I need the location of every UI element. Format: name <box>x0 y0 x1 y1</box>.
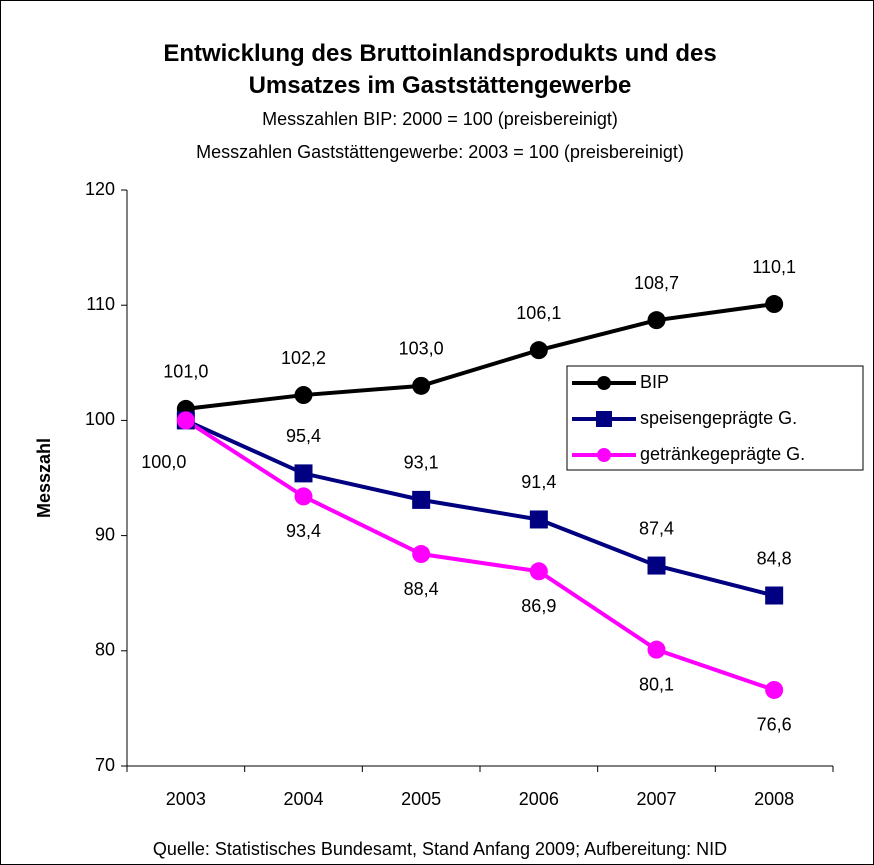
marker <box>529 341 548 360</box>
y-tick-label: 110 <box>86 294 115 314</box>
source: Quelle: Statistisches Bundesamt, Stand A… <box>153 839 727 859</box>
data-label: 95,4 <box>286 426 321 446</box>
data-label: 100,0 <box>141 452 186 472</box>
x-tick-label: 2006 <box>519 789 559 809</box>
data-label: 106,1 <box>516 303 561 323</box>
y-axis-label: Messzahl <box>34 438 54 518</box>
y-tick-label: 70 <box>95 755 115 775</box>
data-label: 76,6 <box>757 715 792 735</box>
legend-label: speisengeprägte G. <box>640 408 797 428</box>
marker <box>647 640 666 659</box>
x-tick-label: 2008 <box>754 789 794 809</box>
data-label: 103,0 <box>399 339 444 359</box>
marker <box>529 510 548 529</box>
data-label: 93,1 <box>404 453 439 473</box>
data-label: 80,1 <box>639 674 674 694</box>
legend-label: getränkegeprägte G. <box>640 444 805 464</box>
marker <box>294 464 313 483</box>
y-tick-label: 120 <box>85 179 115 199</box>
data-label: 101,0 <box>163 362 208 382</box>
series-line <box>185 302 775 411</box>
marker <box>647 311 666 330</box>
legend-marker <box>597 448 611 462</box>
x-tick-label: 2007 <box>636 789 676 809</box>
data-label: 110,1 <box>752 257 796 277</box>
y-tick-label: 100 <box>85 409 115 429</box>
data-label: 84,8 <box>757 548 792 568</box>
series-line <box>184 418 775 692</box>
marker <box>647 556 666 575</box>
y-tick-label: 90 <box>95 524 115 544</box>
marker <box>765 295 784 314</box>
chart-title: Entwicklung des Bruttoinlandsprodukts un… <box>163 40 716 99</box>
marker <box>294 386 313 405</box>
data-label: 93,4 <box>286 521 321 541</box>
marker <box>176 411 195 430</box>
marker <box>529 562 548 581</box>
legend-label: BIP <box>640 372 669 392</box>
marker <box>765 586 784 605</box>
legend-marker <box>596 411 612 427</box>
data-label: 88,4 <box>404 579 439 599</box>
subtitle: Messzahlen Gaststättengewerbe: 2003 = 10… <box>196 142 684 162</box>
marker <box>412 490 431 509</box>
legend: BIP speisengeprägte G. getränkegeprägte G. <box>566 365 864 471</box>
marker <box>412 545 431 564</box>
x-tick-label: 2005 <box>401 789 441 809</box>
data-label: 87,4 <box>639 518 674 538</box>
data-label: 86,9 <box>521 596 556 616</box>
y-tick-label: 80 <box>95 640 115 660</box>
legend-marker <box>597 376 611 390</box>
data-label: 91,4 <box>521 472 556 492</box>
series-line <box>185 418 775 598</box>
data-label: 102,2 <box>281 348 326 368</box>
x-tick-label: 2003 <box>166 789 206 809</box>
subtitle: Messzahlen BIP: 2000 = 100 (preisbereini… <box>262 109 618 129</box>
marker <box>412 376 431 395</box>
data-label: 108,7 <box>634 273 679 293</box>
x-tick-label: 2004 <box>283 789 323 809</box>
marker <box>765 680 784 699</box>
marker <box>294 487 313 506</box>
